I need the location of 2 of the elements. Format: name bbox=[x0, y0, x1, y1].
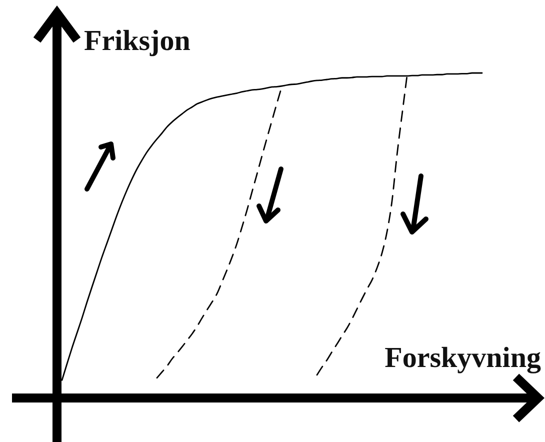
x-axis-title: Forskyvning bbox=[384, 342, 542, 374]
y-axis-title: Friksjon bbox=[84, 25, 190, 57]
